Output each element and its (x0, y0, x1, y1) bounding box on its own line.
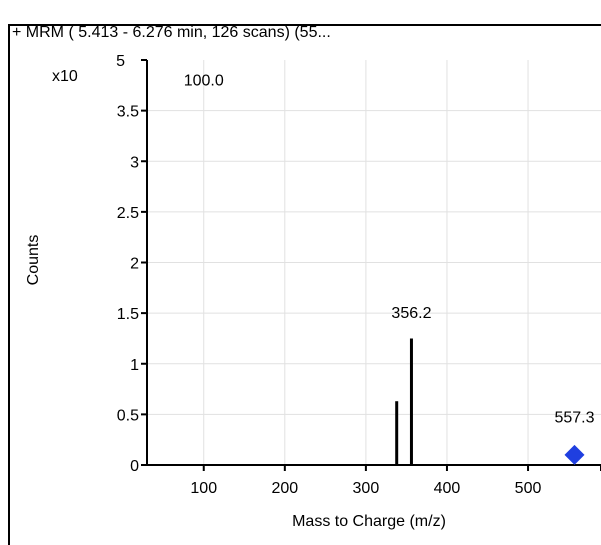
x-ticks: 100 200 300 400 500 (190, 465, 601, 497)
y-tick-label: 0 (130, 458, 139, 475)
peak-label: 356.2 (391, 305, 431, 322)
y-tick-label: 3.5 (117, 104, 139, 121)
y-tick-label: 0.5 (117, 407, 139, 424)
y-tick-label: 3 (130, 154, 139, 171)
peak-label: 100.0 (184, 72, 224, 89)
x-tick-label: 100 (190, 480, 217, 497)
x-tick-label: 300 (353, 480, 380, 497)
chart-title: + MRM ( 5.413 - 6.276 min, 126 scans) (5… (12, 24, 331, 41)
x-tick-label: 400 (434, 480, 461, 497)
x-axis-label: Mass to Charge (m/z) (292, 513, 446, 530)
y-axis-label: Counts (25, 235, 42, 286)
grid (147, 60, 601, 465)
markers (564, 444, 585, 465)
x-tick-label: 500 (515, 480, 542, 497)
chart-frame (8, 24, 601, 545)
y-tick-label: 2.5 (117, 205, 139, 222)
y-multiplier-label: x10 (52, 68, 78, 85)
y-tick-label: 1.5 (117, 306, 139, 323)
y-exponent-label: 5 (116, 53, 125, 70)
x-tick-label: 200 (271, 480, 298, 497)
y-tick-label: 2 (130, 256, 139, 273)
peak-label: 557.3 (554, 409, 594, 426)
diamond-marker (564, 444, 585, 465)
y-tick-label: 1 (130, 357, 139, 374)
y-ticks: 0 0.5 1 1.5 2 2.5 3 3.5 (117, 59, 147, 475)
peaks (395, 338, 413, 465)
annotations: 100.0 356.2 557.3 (184, 72, 595, 426)
